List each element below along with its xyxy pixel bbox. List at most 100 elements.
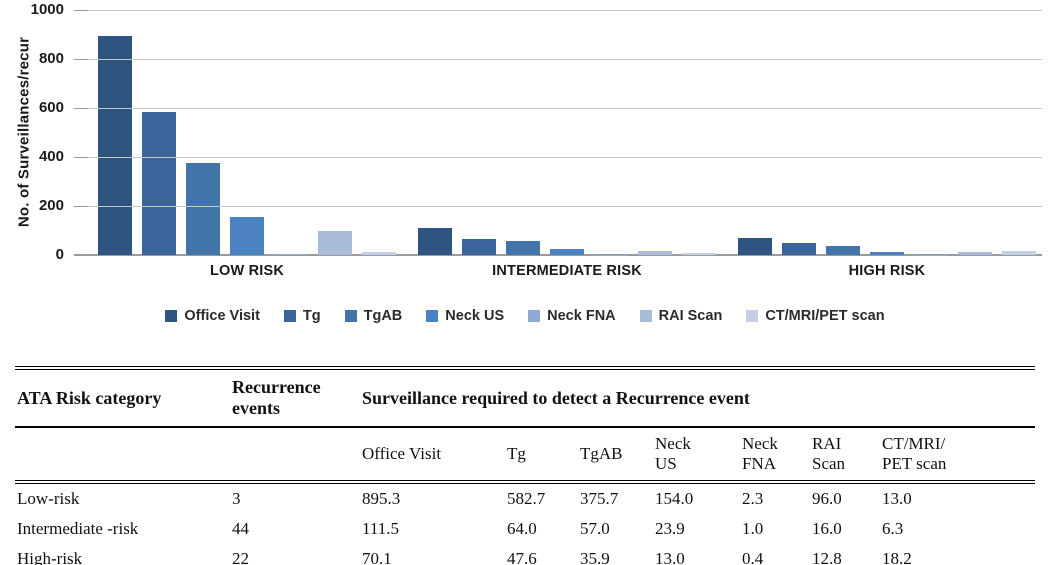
bar-tg (462, 239, 496, 255)
table-row-intermediate-risk: Intermediate -risk 44 111.5 64.0 57.0 23… (15, 514, 1035, 544)
data-table: ATA Risk category Recurrence events Surv… (15, 366, 1036, 565)
y-tick-mark (74, 108, 88, 109)
legend-swatch-icon (639, 310, 652, 322)
y-tick-mark (74, 10, 88, 11)
bars (738, 10, 1036, 255)
legend-label: CT/MRI/PET scan (765, 308, 885, 324)
legend-swatch-icon (746, 310, 759, 322)
subheader-empty (230, 427, 360, 484)
y-tick-label: 400 (38, 148, 64, 165)
chart-legend: Office Visit Tg TgAB Neck US Neck FNA RAI Sca… (0, 303, 1050, 329)
subheader-tg: Tg (505, 427, 578, 484)
y-tick-mark (74, 206, 88, 207)
bar-ct-mri-pet-scan (1002, 250, 1036, 255)
bar-rai-scan (638, 251, 672, 255)
bar-neck-fna (274, 254, 308, 255)
cell-category: Low-risk (17, 489, 80, 508)
y-tick-mark (74, 157, 88, 158)
legend-swatch-icon (426, 310, 439, 322)
category-label: LOW RISK (209, 263, 285, 279)
subheader-rai-scan: RAI Scan (810, 427, 880, 484)
bar-tgab (826, 246, 860, 255)
cell-value: 895.3 (362, 489, 401, 508)
gridline (88, 10, 1042, 11)
bar-tg (782, 243, 816, 255)
table-row-high-risk: High-risk 22 70.1 47.6 35.9 13.0 0.4 12.… (15, 544, 1035, 565)
cell-value: 375.7 (580, 489, 619, 508)
gridline (88, 59, 1042, 60)
legend-label: TgAB (363, 308, 403, 324)
bar-ct-mri-pet-scan (362, 251, 396, 255)
bar-neck-us (230, 217, 264, 255)
subheader-empty (15, 427, 230, 484)
bar-tgab (506, 241, 540, 255)
legend-item-office-visit: Office Visit (165, 308, 260, 324)
bars (418, 10, 716, 255)
y-tick-label: 800 (38, 50, 64, 67)
category-label: INTERMEDIATE RISK (492, 263, 642, 279)
bar-chart: No. of Surveillances/recur 0 200 400 600 800… (0, 1, 1042, 279)
table-row-low-risk: Low-risk 3 895.3 582.7 375.7 154.0 2.3 9… (15, 482, 1035, 514)
y-axis-tick-labels: 0 200 400 600 800 1000 (0, 1, 70, 263)
y-tick-mark (74, 59, 88, 60)
cell-events: 44 (232, 519, 249, 538)
legend-label: Neck FNA (547, 308, 616, 324)
legend-item-ct-mri-pet-scan: CT/MRI/PET scan (746, 308, 885, 324)
y-tick-label: 600 (38, 99, 64, 116)
plot-area: LOW RISK INTERMEDIATE RISK HIGH RISK (74, 10, 1042, 279)
legend-item-rai-scan: RAI Scan (639, 308, 723, 324)
cell-events: 22 (232, 549, 249, 565)
cell-value: 47.6 (507, 549, 537, 565)
bar-rai-scan (958, 251, 992, 255)
bar-tgab (186, 162, 220, 255)
legend-item-neck-fna: Neck FNA (528, 308, 616, 324)
cell-value: 96.0 (812, 489, 842, 508)
legend-swatch-icon (283, 310, 296, 322)
bar-office-visit (418, 227, 452, 255)
legend-label: Office Visit (184, 308, 260, 324)
bar-groups: LOW RISK INTERMEDIATE RISK HIGH RISK (88, 10, 1042, 279)
x-axis-line (74, 254, 1042, 256)
y-tick-label: 200 (38, 197, 64, 214)
cell-value: 2.3 (742, 489, 764, 508)
gridline (88, 157, 1042, 158)
cell-value: 154.0 (655, 489, 694, 508)
bar-tg (142, 112, 176, 255)
legend-item-tgab: TgAB (344, 308, 403, 324)
cell-value: 0.4 (742, 549, 764, 565)
cell-value: 12.8 (812, 549, 842, 565)
col-header-risk-category: ATA Risk category (15, 368, 230, 428)
legend-label: Neck US (445, 308, 505, 324)
category-label: HIGH RISK (848, 263, 926, 279)
cell-value: 111.5 (362, 519, 399, 538)
legend-label: Tg (302, 308, 321, 324)
cell-value: 13.0 (655, 549, 685, 565)
legend-item-tg: Tg (283, 308, 321, 324)
bar-rai-scan (318, 231, 352, 255)
cell-value: 57.0 (580, 519, 610, 538)
bar-office-visit (98, 35, 132, 255)
legend-swatch-icon (165, 310, 178, 322)
subheader-neck-us: Neck US (653, 427, 740, 484)
y-tick-mark (74, 255, 88, 256)
bar-group-high-risk: HIGH RISK (738, 10, 1036, 279)
subheader-office-visit: Office Visit (360, 427, 505, 484)
subheader-neck-fna: Neck FNA (740, 427, 810, 484)
cell-value: 23.9 (655, 519, 685, 538)
cell-category: Intermediate -risk (17, 519, 139, 538)
cell-value: 6.3 (882, 519, 904, 538)
cell-value: 16.0 (812, 519, 842, 538)
table-subheader-row: Office Visit Tg TgAB Neck US Neck FNA RA… (15, 427, 1036, 484)
legend-label: RAI Scan (658, 308, 723, 324)
cell-value: 35.9 (580, 549, 610, 565)
col-header-recurrence-events: Recurrence events (230, 368, 360, 428)
subheader-ct-mri-pet: CT/MRI/ PET scan (880, 427, 1036, 484)
cell-events: 3 (232, 489, 241, 508)
bar-neck-us (870, 251, 904, 255)
gridline (88, 206, 1042, 207)
bar-group-intermediate-risk: INTERMEDIATE RISK (418, 10, 716, 279)
y-tick-label: 1000 (30, 1, 64, 18)
subheader-tgab: TgAB (578, 427, 653, 484)
cell-value: 582.7 (507, 489, 546, 508)
